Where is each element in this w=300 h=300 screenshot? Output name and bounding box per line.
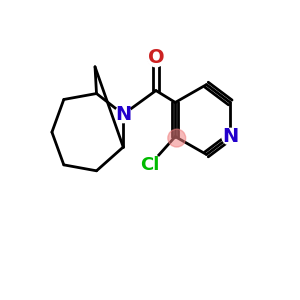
Text: O: O [148,48,164,68]
Circle shape [139,154,161,176]
Circle shape [168,129,186,147]
Text: N: N [222,127,238,146]
Circle shape [115,106,132,123]
Text: N: N [115,105,131,124]
Circle shape [148,50,164,66]
Circle shape [222,128,238,145]
Text: Cl: Cl [140,156,160,174]
Circle shape [147,49,165,67]
